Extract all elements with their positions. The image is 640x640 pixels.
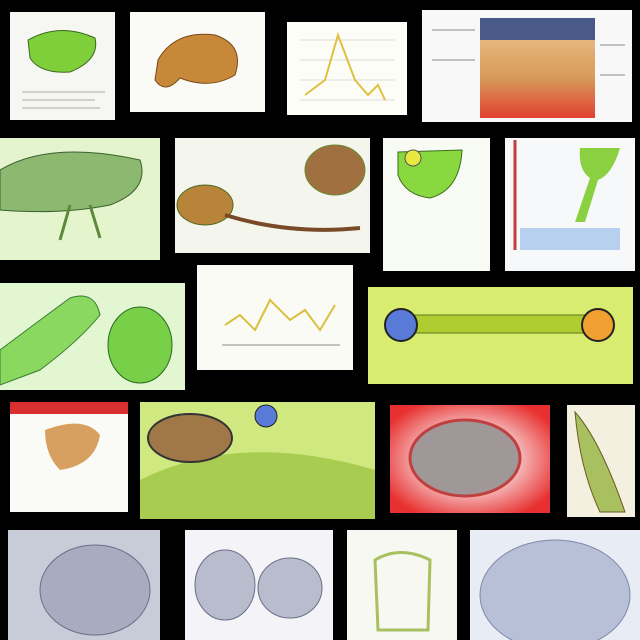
tile (368, 287, 633, 384)
tile (0, 138, 160, 260)
tile (390, 405, 550, 513)
tile (130, 12, 265, 112)
tile (0, 283, 185, 390)
tile (567, 405, 635, 517)
tile (422, 10, 632, 122)
tile (10, 402, 128, 512)
tile (197, 265, 353, 370)
tile (287, 22, 407, 115)
tile (505, 138, 635, 271)
tile (470, 530, 640, 640)
tile (10, 12, 115, 120)
tile (185, 530, 333, 640)
tile (140, 402, 375, 519)
tile (8, 530, 160, 640)
tile (383, 138, 490, 271)
tile (347, 530, 457, 640)
tile (175, 138, 370, 253)
